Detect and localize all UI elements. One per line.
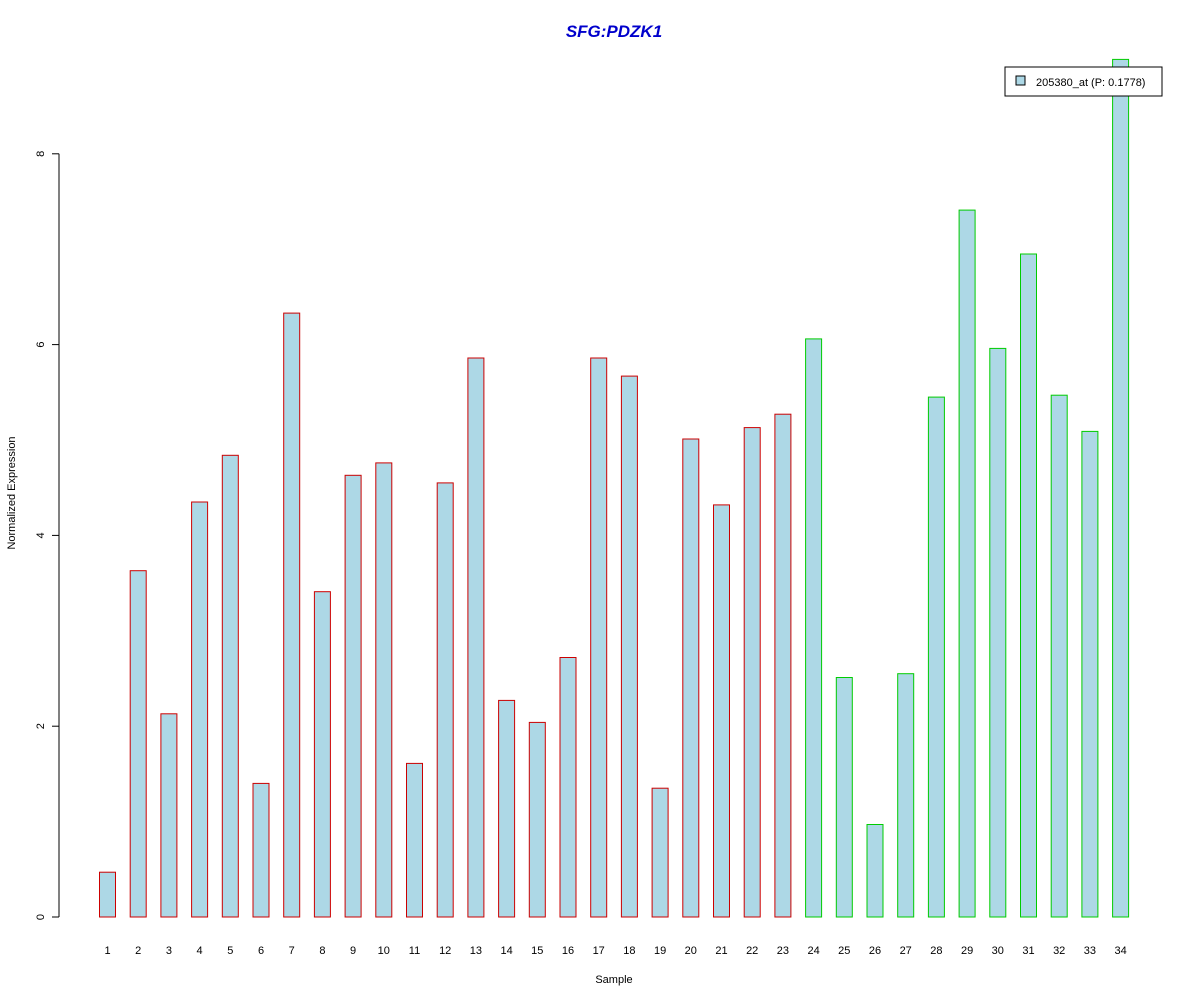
- bar-sample-26: [866, 824, 884, 918]
- bar-sample-15: [528, 721, 546, 918]
- x-tick-label: 32: [1053, 945, 1065, 957]
- bar-sample-28: [927, 396, 945, 918]
- legend-box: [1004, 66, 1163, 97]
- x-tick-label: 23: [777, 945, 789, 957]
- y-axis-label: Normalized Expression: [6, 436, 18, 549]
- y-tick-label: 8: [35, 151, 47, 157]
- bar-sample-10: [375, 462, 393, 918]
- y-tick-label: 4: [35, 532, 47, 538]
- bars: [99, 58, 1130, 918]
- bar-sample-32: [1050, 394, 1068, 918]
- bar-sample-29: [958, 209, 976, 918]
- x-tick-label: 19: [654, 945, 666, 957]
- bar-sample-16: [559, 657, 577, 918]
- x-tick-label: 6: [258, 945, 264, 957]
- y-axis: 0 2 4 6 8: [35, 151, 60, 920]
- x-tick-label: 11: [409, 945, 420, 957]
- bar-sample-34: [1112, 58, 1130, 918]
- x-tick-label: 14: [500, 945, 512, 957]
- x-tick-label: 34: [1114, 945, 1126, 957]
- x-axis-label: Sample: [595, 974, 632, 986]
- x-tick-label: 26: [869, 945, 881, 957]
- bar-sample-7: [283, 312, 301, 918]
- bar-sample-11: [406, 762, 423, 918]
- x-tick-label: 22: [746, 945, 758, 957]
- x-tick-label: 29: [961, 945, 973, 957]
- bar-sample-23: [774, 413, 792, 918]
- x-tick-label: 30: [992, 945, 1004, 957]
- x-tick-label: 25: [838, 945, 850, 957]
- x-tick-labels: 1 2 3 4 5 6 7 8 9 10 11 12 13 14 15 16 17 18 19 20 21 22 23 24 2…: [104, 945, 1126, 957]
- bar-sample-13: [467, 357, 485, 918]
- x-tick-label: 13: [470, 945, 482, 957]
- bar-sample-21: [713, 504, 730, 918]
- legend: 205380_at (P: 0.1778): [1004, 66, 1163, 97]
- x-tick-label: 9: [350, 945, 356, 957]
- bar-sample-3: [160, 713, 178, 918]
- bar-sample-9: [344, 474, 362, 918]
- bar-sample-4: [191, 501, 209, 918]
- y-tick-label: 0: [35, 914, 47, 920]
- y-tick-label: 6: [35, 342, 47, 348]
- x-tick-label: 33: [1084, 945, 1096, 957]
- bar-sample-12: [436, 482, 454, 918]
- x-tick-label: 1: [104, 945, 110, 957]
- x-tick-label: 2: [135, 945, 141, 957]
- x-tick-label: 8: [319, 945, 325, 957]
- x-tick-label: 28: [930, 945, 942, 957]
- x-tick-label: 17: [593, 945, 605, 957]
- x-tick-label: 31: [1022, 945, 1034, 957]
- bar-sample-33: [1081, 430, 1099, 918]
- x-tick-label: 24: [807, 945, 819, 957]
- bar-sample-30: [989, 347, 1007, 918]
- x-tick-label: 4: [197, 945, 203, 957]
- x-tick-label: 27: [900, 945, 912, 957]
- bar-sample-22: [743, 427, 761, 918]
- legend-swatch: [1015, 75, 1026, 86]
- x-tick-label: 10: [378, 945, 390, 957]
- chart-title: SFG:PDZK1: [566, 22, 662, 41]
- bar-sample-8: [313, 591, 331, 918]
- x-tick-label: 5: [227, 945, 233, 957]
- bar-sample-6: [252, 782, 270, 918]
- x-tick-label: 18: [623, 945, 635, 957]
- legend-label: 205380_at (P: 0.1778): [1036, 77, 1145, 89]
- y-tick-label: 2: [35, 723, 47, 729]
- x-tick-label: 20: [685, 945, 697, 957]
- bar-sample-24: [805, 338, 823, 918]
- x-tick-label: 21: [715, 945, 727, 957]
- bar-sample-19: [651, 787, 669, 918]
- bar-sample-31: [1020, 253, 1037, 918]
- bar-sample-14: [498, 699, 516, 918]
- x-tick-label: 15: [531, 945, 543, 957]
- bar-sample-5: [221, 454, 239, 918]
- bar-sample-1: [99, 871, 116, 918]
- bar-sample-2: [129, 570, 147, 918]
- bar-sample-18: [620, 375, 638, 918]
- x-tick-label: 7: [289, 945, 295, 957]
- x-tick-label: 12: [439, 945, 451, 957]
- bar-sample-27: [897, 673, 915, 918]
- bar-sample-25: [835, 677, 853, 918]
- bar-sample-20: [682, 438, 700, 918]
- bar-sample-17: [590, 357, 608, 918]
- x-tick-label: 16: [562, 945, 574, 957]
- x-tick-label: 3: [166, 945, 172, 957]
